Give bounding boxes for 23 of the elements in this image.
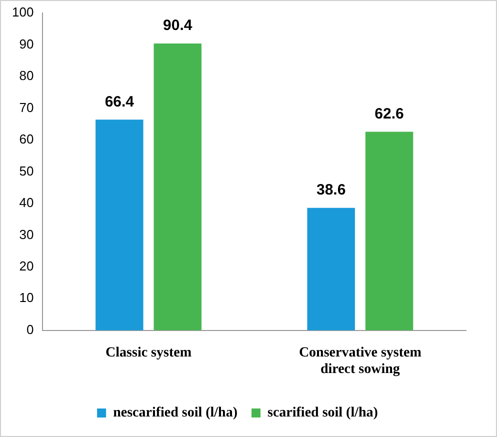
y-tick-label: 70 bbox=[19, 100, 34, 115]
y-tick-label: 80 bbox=[19, 68, 34, 84]
legend-label: scarified soil (l/ha) bbox=[268, 406, 378, 421]
data-label: 38.6 bbox=[316, 182, 346, 199]
y-tick-label: 60 bbox=[19, 132, 34, 147]
data-label: 66.4 bbox=[104, 93, 135, 110]
y-tick-label: 30 bbox=[19, 226, 34, 242]
y-tick-label: 50 bbox=[19, 163, 34, 178]
bar bbox=[307, 208, 355, 330]
data-label: 90.4 bbox=[163, 17, 193, 34]
y-tick-label: 20 bbox=[19, 258, 34, 274]
x-tick-label: Classic system bbox=[106, 345, 192, 360]
y-tick-label: 90 bbox=[19, 36, 34, 52]
y-tick-label: 40 bbox=[19, 195, 34, 210]
bar bbox=[96, 120, 144, 330]
bar bbox=[365, 132, 414, 330]
data-label: 62.6 bbox=[374, 105, 404, 122]
bar bbox=[154, 43, 202, 330]
y-tick-label: 10 bbox=[19, 290, 34, 306]
legend-label: nescarified soil (l/ha) bbox=[113, 406, 238, 421]
x-tick-label: Conservative system direct sowing bbox=[298, 345, 422, 378]
y-tick-label: 0 bbox=[26, 322, 34, 337]
y-tick-label: 100 bbox=[12, 4, 34, 20]
